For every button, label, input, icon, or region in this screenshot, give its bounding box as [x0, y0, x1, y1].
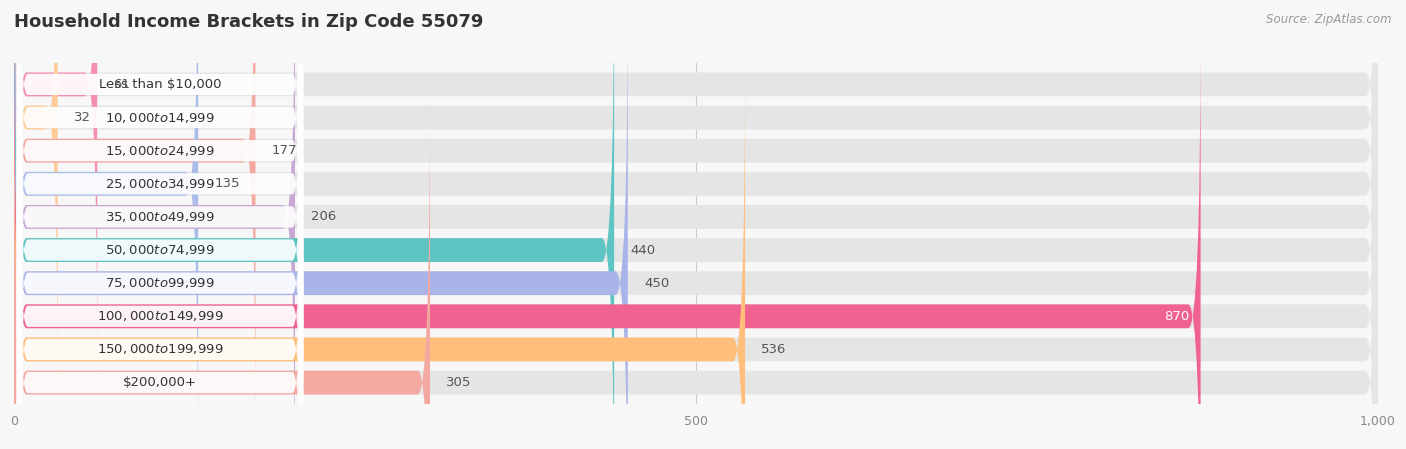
Text: $15,000 to $24,999: $15,000 to $24,999	[105, 144, 215, 158]
Text: 61: 61	[114, 78, 131, 91]
FancyBboxPatch shape	[17, 128, 304, 449]
FancyBboxPatch shape	[17, 0, 304, 438]
Text: $25,000 to $34,999: $25,000 to $34,999	[105, 177, 215, 191]
FancyBboxPatch shape	[17, 0, 304, 339]
Text: $35,000 to $49,999: $35,000 to $49,999	[105, 210, 215, 224]
Text: 32: 32	[75, 111, 91, 124]
Text: $150,000 to $199,999: $150,000 to $199,999	[97, 343, 224, 357]
FancyBboxPatch shape	[14, 0, 614, 449]
FancyBboxPatch shape	[17, 95, 304, 449]
FancyBboxPatch shape	[14, 0, 97, 370]
Text: $50,000 to $74,999: $50,000 to $74,999	[105, 243, 215, 257]
FancyBboxPatch shape	[17, 0, 304, 449]
FancyBboxPatch shape	[14, 0, 1378, 370]
FancyBboxPatch shape	[14, 0, 1378, 449]
FancyBboxPatch shape	[14, 0, 58, 404]
FancyBboxPatch shape	[14, 0, 256, 437]
FancyBboxPatch shape	[14, 0, 1378, 437]
FancyBboxPatch shape	[17, 29, 304, 449]
FancyBboxPatch shape	[14, 97, 430, 449]
FancyBboxPatch shape	[14, 0, 627, 449]
FancyBboxPatch shape	[17, 0, 304, 449]
Text: Household Income Brackets in Zip Code 55079: Household Income Brackets in Zip Code 55…	[14, 13, 484, 31]
Text: 536: 536	[762, 343, 787, 356]
Text: $200,000+: $200,000+	[122, 376, 197, 389]
FancyBboxPatch shape	[17, 0, 304, 372]
Text: $10,000 to $14,999: $10,000 to $14,999	[105, 110, 215, 124]
Text: 177: 177	[271, 144, 297, 157]
FancyBboxPatch shape	[14, 0, 1378, 449]
Text: 206: 206	[311, 211, 336, 224]
Text: 135: 135	[215, 177, 240, 190]
Text: 440: 440	[630, 243, 655, 256]
FancyBboxPatch shape	[14, 0, 1378, 449]
FancyBboxPatch shape	[17, 0, 304, 405]
FancyBboxPatch shape	[14, 63, 1378, 449]
Text: Source: ZipAtlas.com: Source: ZipAtlas.com	[1267, 13, 1392, 26]
Text: $100,000 to $149,999: $100,000 to $149,999	[97, 309, 224, 323]
FancyBboxPatch shape	[14, 63, 745, 449]
Text: 870: 870	[1164, 310, 1189, 323]
FancyBboxPatch shape	[14, 0, 295, 449]
Text: $75,000 to $99,999: $75,000 to $99,999	[105, 276, 215, 290]
FancyBboxPatch shape	[14, 0, 1378, 404]
Text: Less than $10,000: Less than $10,000	[98, 78, 221, 91]
Text: 305: 305	[446, 376, 472, 389]
FancyBboxPatch shape	[14, 0, 198, 449]
FancyBboxPatch shape	[14, 97, 1378, 449]
FancyBboxPatch shape	[17, 62, 304, 449]
FancyBboxPatch shape	[14, 30, 1201, 449]
FancyBboxPatch shape	[14, 30, 1378, 449]
FancyBboxPatch shape	[14, 0, 1378, 449]
Text: 450: 450	[644, 277, 669, 290]
